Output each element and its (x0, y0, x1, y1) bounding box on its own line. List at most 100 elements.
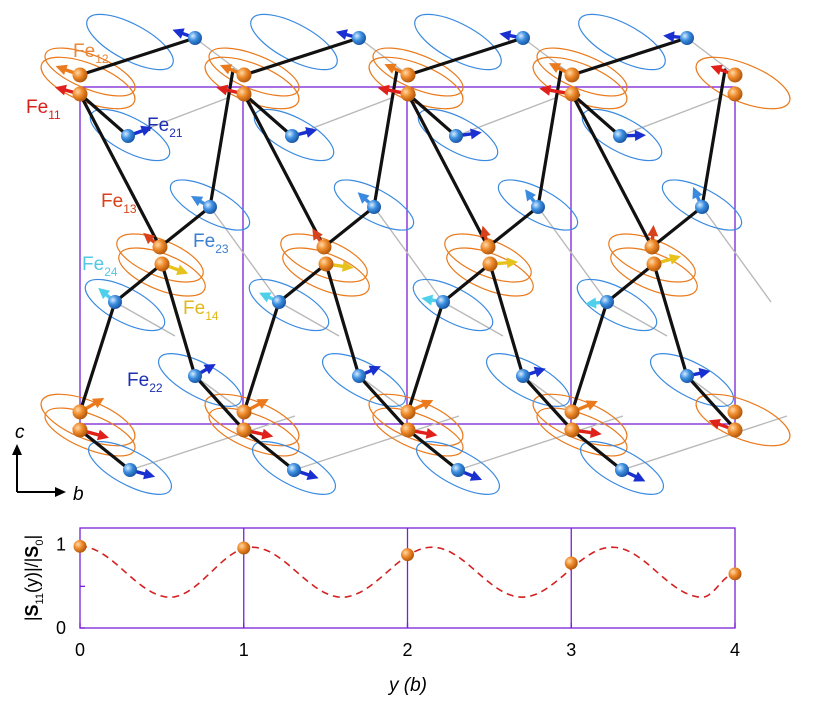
ellipse-fe11-bottom (368, 393, 464, 447)
fe-atom-blue (123, 463, 137, 477)
arrow-head-icon (54, 84, 67, 96)
weak-bond (686, 37, 737, 76)
fe-atoms (72, 31, 743, 477)
weak-bond (522, 37, 573, 76)
label-fe23: Fe23 (193, 231, 229, 256)
arrow-head-icon (357, 192, 370, 204)
fe-atom-blue (451, 463, 465, 477)
weak-bond (537, 206, 608, 303)
plot-gridlines (243, 528, 572, 628)
weak-bond (358, 37, 409, 76)
fe-atom-orange (727, 422, 743, 438)
ellipse-fe14 (446, 247, 534, 297)
data-point (237, 541, 251, 555)
arrow-head-icon (203, 364, 216, 375)
arrow-head-icon (425, 427, 438, 439)
data-points (73, 539, 742, 581)
bond (242, 300, 281, 414)
arrow-head-icon (590, 427, 602, 439)
weak-bond (606, 301, 668, 337)
fe-atom-orange (727, 404, 743, 420)
fe-atom-blue (285, 129, 299, 143)
arrow-head-icon (585, 400, 598, 411)
fe-atom-blue (108, 295, 122, 309)
ellipse-fe-blue-lower (252, 441, 336, 495)
arrow-head-icon (143, 468, 156, 480)
strong-exchange-bonds (78, 36, 738, 472)
fe-atom-orange (564, 86, 580, 102)
arrow-head-icon (698, 367, 711, 379)
ellipse-fe22 (322, 353, 406, 407)
fe-atom-orange (727, 86, 743, 102)
bond (242, 428, 296, 472)
bond (650, 205, 704, 249)
bond (324, 262, 361, 378)
y-tick-label: 1 (56, 535, 66, 555)
weak-bond (373, 206, 444, 303)
fe-atom-blue (680, 369, 694, 383)
bond (158, 205, 212, 249)
label-fe21: Fe21 (147, 115, 183, 140)
fe-atom-blue (516, 369, 530, 383)
x-tick-label: 4 (730, 640, 740, 660)
fe-atom-orange (236, 67, 252, 83)
x-axis-label: y (b) (387, 675, 427, 696)
ellipse-fe-blue-upper (250, 13, 338, 71)
arrow-head-icon (647, 225, 659, 237)
ellipse-fe12-bottom (536, 407, 628, 457)
weak-bond (619, 96, 723, 137)
ellipse-edge-top (695, 56, 791, 110)
fe-atom-orange (400, 404, 416, 420)
bond (372, 68, 399, 209)
weak-bond (442, 301, 504, 337)
fe-atom-orange (72, 67, 88, 83)
fe-atom-blue (352, 31, 366, 45)
arrow-head-icon (668, 254, 681, 265)
ellipse-fe24 (412, 278, 494, 332)
fe-atom-orange (72, 86, 88, 102)
fe-atom-orange (482, 256, 498, 272)
weak-bond (621, 415, 788, 471)
crystal-structure-panel: Fe12 Fe11 Fe21 Fe13 Fe23 Fe24 Fe14 Fe22 … (12, 13, 791, 505)
ellipse-fe23 (661, 179, 743, 231)
arrow-head-icon (633, 471, 646, 482)
arrow-head-icon (533, 366, 546, 378)
ellipse-fe12-bottom (208, 407, 300, 457)
bond (78, 36, 197, 77)
arrow-head-icon (312, 228, 323, 241)
label-fe14: Fe14 (183, 298, 219, 323)
bond (406, 92, 458, 138)
axis-label-c: c (15, 422, 25, 443)
ellipse-fe14 (118, 247, 206, 297)
fe-atom-orange (318, 256, 334, 272)
fe-atom-orange (400, 86, 416, 102)
dashed-curve (79, 545, 736, 599)
arrow-head-icon (55, 64, 68, 76)
y-tick-label: 0 (56, 618, 66, 638)
ellipse-fe24 (84, 278, 166, 332)
fe-atom-orange (646, 256, 662, 272)
bond (570, 92, 654, 249)
weak-bond (701, 206, 772, 303)
bond (78, 300, 117, 414)
data-point (73, 539, 87, 553)
arrow-head-icon (421, 399, 434, 410)
arrow-head-icon (548, 63, 562, 74)
fe-atom-blue (531, 200, 545, 214)
bond (488, 262, 525, 378)
label-fe24: Fe24 (82, 254, 118, 279)
fe-atom-orange (564, 67, 580, 83)
bond (277, 262, 328, 304)
fe-atom-blue (516, 31, 530, 45)
bond (441, 262, 492, 304)
ellipse-fe11-bottom (204, 393, 300, 447)
fe-atom-blue (436, 295, 450, 309)
ellipse-fe11-bottom (532, 393, 628, 447)
c-axis-arrowhead-icon (12, 444, 22, 455)
arrow-head-icon (585, 297, 597, 309)
fe-atom-orange (564, 422, 580, 438)
arrow-head-icon (470, 128, 482, 140)
arrow-head-icon (377, 84, 390, 96)
spin-precession-ellipses (40, 13, 791, 495)
label-fe11: Fe11 (26, 97, 61, 122)
